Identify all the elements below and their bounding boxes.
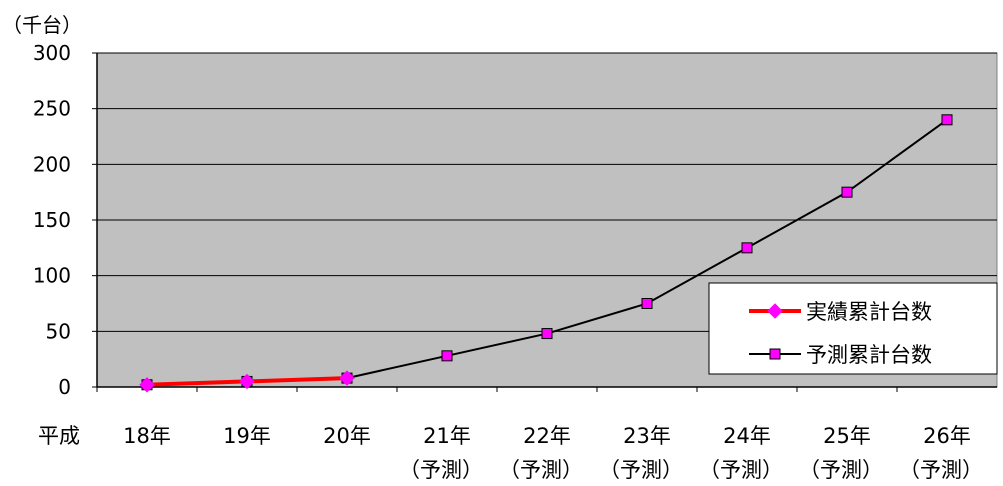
legend-label: 予測累計台数 bbox=[806, 343, 932, 367]
data-point bbox=[239, 373, 255, 390]
x-tick-label: 22年 bbox=[523, 424, 571, 448]
data-point bbox=[339, 370, 355, 386]
legend-item: 実績累計台数 bbox=[749, 300, 932, 324]
y-tick-label: 200 bbox=[33, 152, 71, 176]
x-tick-label: 18年 bbox=[123, 424, 171, 448]
data-point bbox=[641, 298, 653, 309]
legend-item: 予測累計台数 bbox=[749, 343, 932, 367]
x-tick-sublabel: （予測） bbox=[799, 458, 883, 482]
x-tick-sublabel: （予測） bbox=[399, 458, 483, 482]
legend-marker bbox=[769, 348, 781, 360]
x-tick-sublabel: （予測） bbox=[499, 458, 583, 482]
x-axis: 18年 19年 20年 21年 （予測） 22年 （予測） 23年 （予測） 24年 （予測） 25年… bbox=[96, 386, 997, 482]
y-tick-label: 50 bbox=[46, 319, 71, 343]
data-point bbox=[941, 114, 953, 126]
series-actual bbox=[139, 370, 355, 393]
x-tick-label: 24年 bbox=[723, 424, 771, 448]
x-tick-label: 21年 bbox=[423, 424, 471, 448]
data-point bbox=[441, 350, 453, 362]
x-tick-sublabel: （予測） bbox=[899, 458, 983, 482]
y-tick-label: 100 bbox=[33, 264, 71, 288]
x-tick-label: 25年 bbox=[823, 424, 871, 448]
y-tick-label: 250 bbox=[33, 97, 71, 121]
data-point bbox=[541, 328, 553, 340]
legend-marker bbox=[767, 303, 783, 319]
y-axis: 0 50 100 150 200 250 300 bbox=[33, 41, 98, 399]
unit-label: （千台） bbox=[2, 13, 82, 37]
x-axis-prefix: 平成 bbox=[38, 424, 80, 448]
legend-box bbox=[708, 282, 998, 375]
data-point bbox=[741, 242, 753, 254]
x-tick-sublabel: （予測） bbox=[599, 458, 683, 482]
x-tick-label: 23年 bbox=[623, 424, 671, 448]
y-tick-label: 0 bbox=[58, 375, 71, 399]
x-tick-label: 19年 bbox=[223, 424, 271, 448]
data-point bbox=[139, 377, 155, 393]
x-tick-label: 20年 bbox=[323, 424, 371, 448]
series-layer bbox=[139, 114, 953, 393]
y-tick-label: 300 bbox=[33, 41, 71, 65]
x-tick-sublabel: （予測） bbox=[699, 458, 783, 482]
data-point bbox=[841, 186, 853, 198]
legend-label: 実績累計台数 bbox=[806, 300, 932, 324]
x-tick-label: 26年 bbox=[923, 424, 971, 448]
y-tick-label: 150 bbox=[33, 208, 71, 232]
